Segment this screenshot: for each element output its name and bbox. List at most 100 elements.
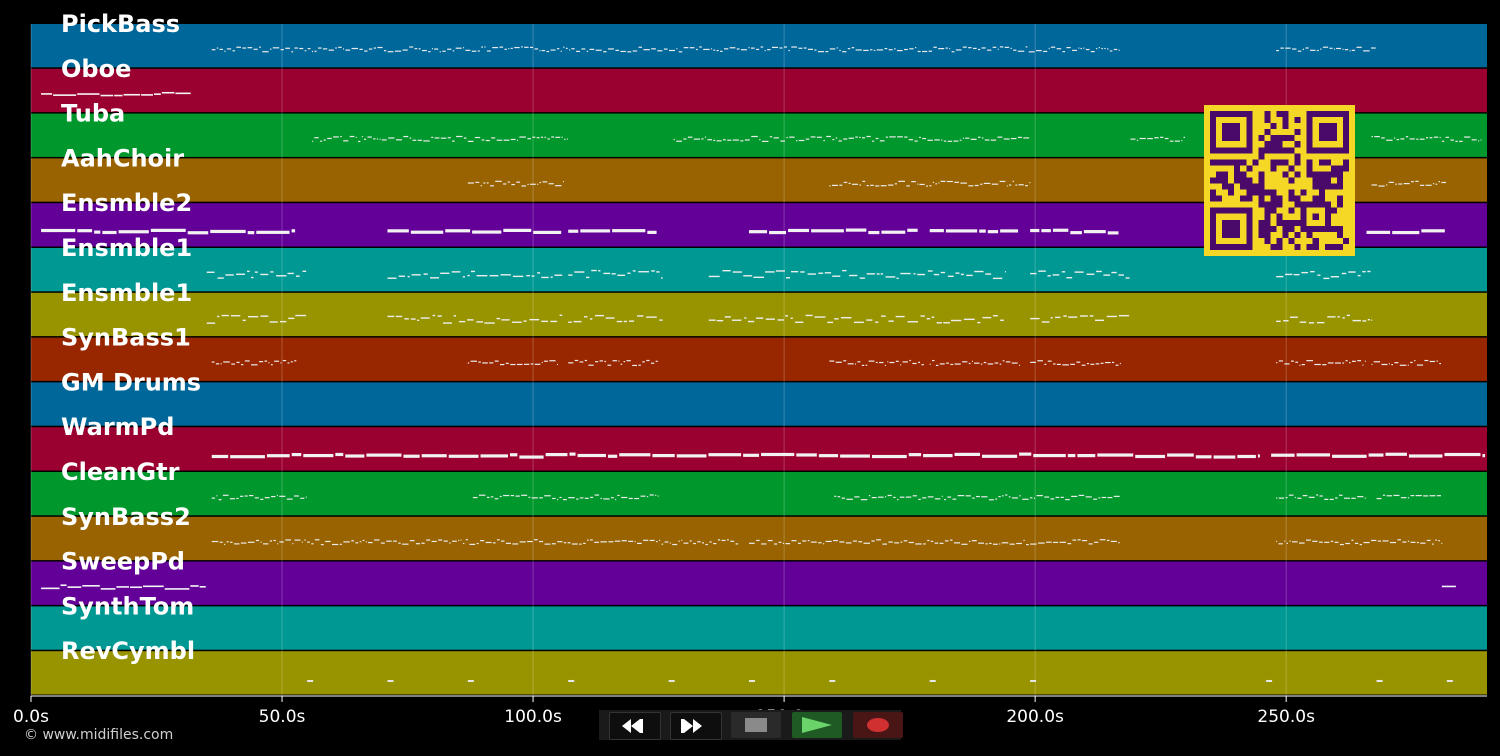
note-mark xyxy=(1345,360,1348,362)
note-mark xyxy=(1302,48,1305,50)
note-mark xyxy=(264,497,270,499)
note-mark xyxy=(496,139,503,141)
note-mark xyxy=(909,359,911,362)
note-mark xyxy=(1089,315,1094,317)
note-mark xyxy=(1101,47,1103,50)
note-mark xyxy=(900,541,903,543)
note-mark xyxy=(1025,46,1028,48)
note-mark xyxy=(1441,542,1443,545)
note-mark xyxy=(1047,275,1051,277)
track-lane[interactable] xyxy=(31,382,1487,426)
note-mark xyxy=(753,276,765,279)
note-mark xyxy=(1419,184,1425,186)
note-mark xyxy=(995,498,998,500)
note-mark xyxy=(1480,139,1482,141)
track-notes xyxy=(41,584,1456,590)
note-mark xyxy=(226,48,232,50)
note-mark xyxy=(683,47,689,49)
track-lane[interactable] xyxy=(31,561,1487,605)
note-mark xyxy=(1425,184,1432,186)
note-mark xyxy=(724,316,731,318)
note-mark xyxy=(1006,185,1008,187)
note-mark xyxy=(825,540,832,543)
note-mark xyxy=(571,48,575,50)
note-mark xyxy=(1022,498,1029,500)
rewind-button[interactable] xyxy=(609,712,661,740)
note-mark xyxy=(1106,539,1110,542)
note-mark xyxy=(628,497,633,500)
note-mark xyxy=(991,183,999,185)
track-lane[interactable] xyxy=(31,651,1487,695)
note-mark xyxy=(649,539,655,542)
note-mark xyxy=(885,496,887,498)
fast-forward-button[interactable] xyxy=(670,712,722,740)
note-mark xyxy=(848,182,851,185)
note-mark xyxy=(430,277,440,279)
note-mark xyxy=(373,138,376,140)
note-mark xyxy=(540,136,544,138)
note-mark xyxy=(272,47,280,49)
note-mark xyxy=(1010,137,1017,140)
note-mark xyxy=(550,276,553,278)
note-mark xyxy=(224,543,226,546)
track-lane[interactable] xyxy=(31,472,1487,516)
note-mark xyxy=(1367,319,1371,321)
note-mark xyxy=(608,541,614,543)
record-button[interactable] xyxy=(853,712,903,738)
note-mark xyxy=(933,46,937,48)
note-mark xyxy=(216,495,218,497)
note-mark xyxy=(884,364,886,367)
note-mark xyxy=(917,50,921,53)
note-mark xyxy=(303,453,334,458)
note-mark xyxy=(421,542,425,544)
note-mark xyxy=(567,542,571,544)
note-mark xyxy=(868,360,875,362)
note-mark xyxy=(480,185,482,187)
note-mark xyxy=(576,498,579,500)
note-mark xyxy=(941,139,943,141)
note-mark xyxy=(1322,364,1327,366)
note-mark xyxy=(1285,497,1288,499)
note-mark xyxy=(1371,363,1373,366)
note-mark xyxy=(1005,361,1011,363)
note-mark xyxy=(398,275,405,277)
note-mark xyxy=(288,317,295,320)
track-lane[interactable] xyxy=(31,68,1487,113)
note-mark xyxy=(495,180,502,182)
note-mark xyxy=(997,48,999,50)
note-mark xyxy=(1433,183,1435,185)
track-lane[interactable] xyxy=(31,427,1487,471)
note-mark xyxy=(557,499,559,501)
note-mark xyxy=(294,495,299,497)
note-mark xyxy=(544,495,551,497)
note-mark xyxy=(41,587,60,590)
note-mark xyxy=(805,138,810,140)
note-mark xyxy=(472,496,478,499)
note-mark xyxy=(527,540,533,543)
note-mark xyxy=(888,541,893,543)
note-mark xyxy=(855,363,857,365)
track-lane[interactable] xyxy=(31,516,1487,561)
track-lane[interactable] xyxy=(31,606,1487,650)
rewind-icon xyxy=(622,719,643,733)
note-mark xyxy=(1396,138,1400,141)
note-mark xyxy=(294,47,298,49)
track-lane[interactable] xyxy=(31,337,1487,381)
note-mark xyxy=(1310,49,1316,51)
note-mark xyxy=(224,50,226,52)
track-lane[interactable] xyxy=(31,292,1487,337)
note-mark xyxy=(723,48,729,50)
note-mark xyxy=(422,49,427,52)
note-mark xyxy=(251,276,254,279)
note-mark xyxy=(1097,453,1134,457)
track-lane[interactable] xyxy=(31,24,1487,68)
note-mark xyxy=(1283,320,1289,322)
note-mark xyxy=(403,135,409,138)
stop-button[interactable] xyxy=(731,712,781,738)
note-mark xyxy=(657,495,659,497)
note-mark xyxy=(938,182,940,184)
axis-tick-label: 200.0s xyxy=(1006,707,1064,727)
play-button[interactable] xyxy=(792,712,842,738)
note-mark xyxy=(482,362,488,364)
note-mark xyxy=(940,180,946,182)
